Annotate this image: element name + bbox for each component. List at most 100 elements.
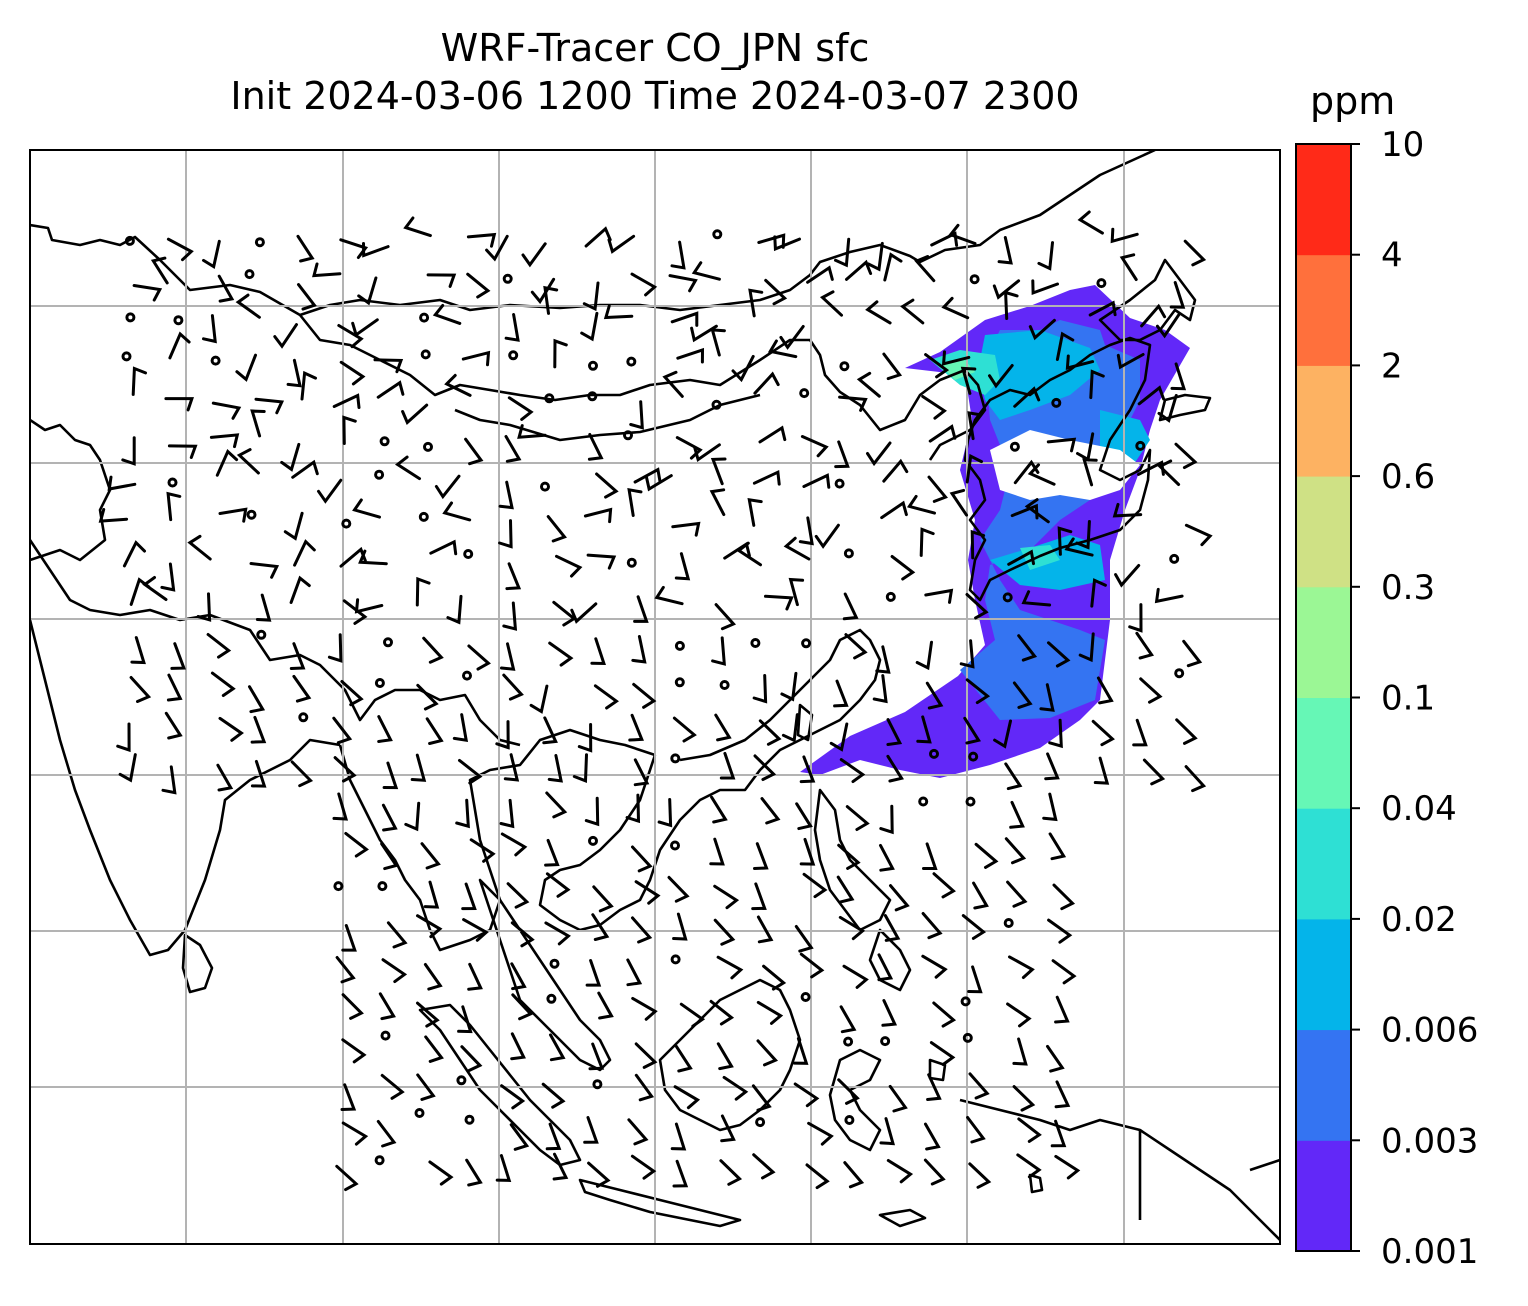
calm-wind-marker — [588, 360, 598, 371]
wind-barb — [461, 882, 477, 911]
wind-barb — [386, 921, 408, 949]
wind-barb — [838, 395, 868, 412]
wind-barb — [783, 536, 811, 561]
wind-barb — [747, 498, 763, 527]
japan-north — [1098, 258, 1212, 422]
wind-barb — [469, 838, 496, 863]
wind-barb — [711, 636, 726, 666]
calm-wind-marker — [379, 436, 390, 447]
india-west-coast — [30, 619, 341, 957]
wind-barb — [842, 592, 859, 621]
wind-barb — [1157, 394, 1178, 423]
wind-barb — [500, 1084, 526, 1110]
wind-barb — [713, 918, 736, 946]
wind-barb — [628, 713, 644, 742]
india-coast — [30, 539, 521, 747]
wind-barb — [424, 1035, 444, 1063]
wind-barb — [129, 676, 152, 703]
wind-barb — [249, 562, 280, 579]
wind-barb — [218, 507, 248, 523]
wind-barb — [335, 1164, 359, 1192]
colorbar-tick-label: 0.3 — [1381, 568, 1435, 608]
wind-barb — [1027, 463, 1056, 486]
wind-barb — [312, 262, 342, 278]
wind-barb — [300, 370, 317, 401]
wind-barb — [879, 1117, 896, 1146]
wind-barb — [1154, 587, 1184, 604]
wind-barb — [781, 713, 799, 743]
wind-barb — [168, 331, 191, 360]
calm-wind-marker — [670, 840, 680, 851]
wind-barb — [959, 639, 975, 669]
wind-barb — [580, 311, 599, 342]
wind-barb — [709, 488, 726, 517]
wind-barb — [460, 1045, 483, 1072]
colorbar-tick-label: 0.04 — [1381, 789, 1457, 829]
wind-barb — [584, 226, 612, 248]
wind-barb — [248, 685, 266, 714]
wind-barb — [753, 371, 780, 395]
calm-wind-marker — [674, 640, 685, 651]
wind-barb — [250, 409, 266, 438]
wind-barb — [670, 311, 699, 327]
wind-barb — [187, 534, 212, 561]
wind-barb — [122, 540, 146, 568]
wind-barb — [1155, 312, 1181, 339]
wind-barb — [788, 577, 805, 607]
wind-barb — [510, 1032, 526, 1061]
calm-wind-marker — [755, 1117, 766, 1128]
wind-barb — [572, 753, 588, 783]
wind-barb — [1004, 290, 1019, 320]
wind-barb — [814, 523, 840, 549]
calm-wind-marker — [419, 312, 430, 323]
calm-wind-marker — [880, 1036, 891, 1047]
calm-wind-marker — [834, 478, 845, 489]
title-line-1: WRF-Tracer CO_JPN sfc — [440, 26, 870, 70]
wind-barb — [485, 234, 509, 262]
wind-barb — [673, 1085, 701, 1110]
coastline-asia-north — [30, 150, 1156, 317]
wind-barb — [410, 753, 427, 782]
wind-barb — [960, 366, 977, 395]
wind-barb — [961, 914, 987, 940]
wind-barb — [1051, 959, 1077, 985]
wind-barb — [764, 594, 794, 611]
calm-wind-marker — [719, 680, 730, 690]
colorbar-segment — [1296, 476, 1351, 588]
coastlines — [30, 150, 1280, 1241]
wind-barb — [798, 516, 814, 546]
wind-barb — [856, 371, 881, 398]
wind-barb — [837, 1078, 860, 1105]
wind-barb — [1052, 883, 1076, 911]
wind-barb — [404, 801, 421, 832]
wind-barb — [626, 958, 643, 987]
wind-barb — [631, 996, 658, 1021]
wind-barb — [757, 233, 786, 249]
wind-barb — [988, 364, 1014, 389]
colorbar-tick-label: 0.6 — [1381, 457, 1435, 497]
china-internal-border — [454, 393, 761, 442]
calm-wind-marker — [462, 670, 472, 681]
wind-barb — [1050, 1119, 1067, 1148]
wind-barb — [753, 754, 777, 781]
wind-barb — [1008, 955, 1035, 979]
wind-barb — [544, 921, 571, 946]
wind-barb — [446, 594, 463, 625]
wind-barb — [506, 882, 530, 909]
calm-wind-marker — [546, 993, 557, 1004]
colorbar-segment — [1296, 1029, 1351, 1141]
sri-lanka — [181, 933, 214, 994]
wind-barb — [751, 882, 767, 911]
wind-barb — [376, 380, 405, 399]
calm-wind-marker — [124, 235, 135, 246]
wind-barb — [586, 553, 617, 570]
wind-barb — [866, 241, 884, 272]
wind-barb — [546, 515, 567, 543]
wind-barb — [928, 424, 957, 443]
wind-barb — [351, 318, 379, 338]
calm-wind-marker — [592, 1079, 603, 1090]
wind-barb — [332, 393, 361, 409]
wind-barb — [843, 1161, 865, 1189]
calm-wind-marker — [1009, 441, 1020, 452]
wind-barb — [807, 1121, 834, 1146]
